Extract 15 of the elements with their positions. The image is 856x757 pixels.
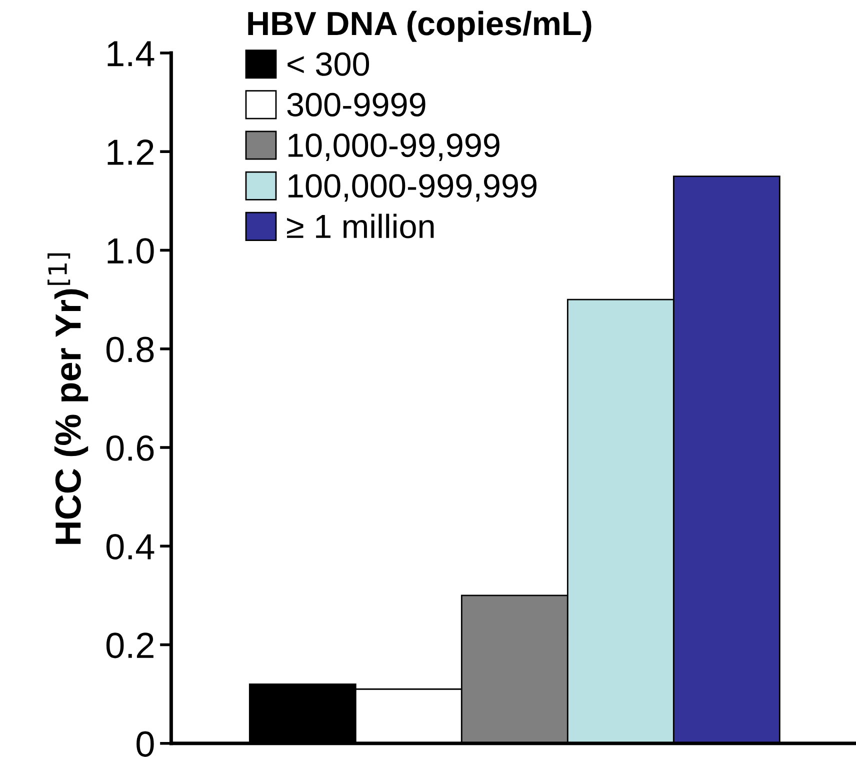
legend-label: 100,000-999,999 — [288, 174, 536, 202]
y-axis-title: HCC (% per Yr)$^{[1]}$ — [48, 253, 88, 544]
legend-label: 300-9999 — [287, 92, 426, 117]
y-tick-label: 1.0 — [108, 238, 154, 264]
legend-label: 10,000-99,999 — [288, 133, 500, 162]
legend-title: HBV DNA (copies/mL) — [248, 10, 592, 42]
legend-label: < 300 — [288, 52, 370, 76]
y-tick-label: 1.2 — [108, 139, 154, 165]
legend-label: ≥ 1 million — [287, 214, 434, 238]
y-tick-label: 0.8 — [106, 336, 154, 362]
y-tick-label: 0.2 — [106, 632, 154, 658]
y-tick-label: 0.6 — [106, 435, 154, 461]
y-tick-label: 1.4 — [108, 41, 154, 66]
y-tick-label: 0 — [136, 731, 154, 757]
y-tick-label: 0.4 — [106, 534, 154, 560]
